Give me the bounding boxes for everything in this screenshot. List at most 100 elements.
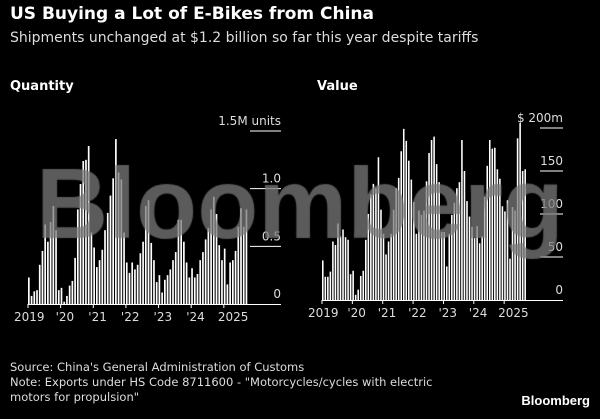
value-bar xyxy=(511,207,514,300)
value-bar xyxy=(402,128,405,300)
value-bar xyxy=(521,171,524,300)
value-bar xyxy=(471,226,473,300)
value-bar xyxy=(400,151,402,300)
quantity-bar xyxy=(106,212,109,304)
value-bar xyxy=(344,237,347,300)
quantity-bar xyxy=(193,277,196,304)
quantity-bar xyxy=(169,269,172,304)
value-bar xyxy=(448,233,451,300)
quantity-bar xyxy=(55,230,57,304)
value-bar xyxy=(506,200,509,300)
value-bar xyxy=(473,238,476,300)
quantity-bar xyxy=(242,226,245,304)
value-bar xyxy=(413,201,415,300)
quantity-bar xyxy=(87,145,90,304)
value-bar xyxy=(372,183,375,300)
value-bar xyxy=(349,274,352,300)
quantity-bar xyxy=(47,241,49,304)
quantity-bar xyxy=(158,275,161,304)
value-bar xyxy=(395,188,397,300)
quantity-bar xyxy=(237,226,240,304)
quantity-bar xyxy=(215,214,218,304)
quantity-bar xyxy=(93,247,95,304)
value-bar xyxy=(375,188,377,300)
value-bar xyxy=(415,233,418,300)
quantity-bar xyxy=(33,291,36,304)
value-bar xyxy=(463,171,466,300)
value-bar xyxy=(466,201,468,300)
quantity-y-tick-label: 1.5M units xyxy=(218,114,281,128)
quantity-bar xyxy=(212,196,215,304)
value-bar xyxy=(496,169,499,300)
quantity-bar xyxy=(52,205,55,304)
quantity-bar xyxy=(144,205,147,304)
quantity-bar xyxy=(112,178,115,304)
value-bar xyxy=(458,182,461,300)
value-bar xyxy=(382,233,385,300)
quantity-bar xyxy=(128,272,131,304)
quantity-bar xyxy=(98,260,101,304)
quantity-bar xyxy=(245,209,248,304)
quantity-bar xyxy=(123,232,125,304)
value-bar xyxy=(488,140,491,300)
quantity-x-tick-label: '22 xyxy=(121,310,140,324)
value-bar xyxy=(377,157,380,300)
value-bar xyxy=(380,209,382,300)
value-x-tick-label: '21 xyxy=(378,306,397,320)
quantity-bar xyxy=(117,172,120,304)
value-bar xyxy=(468,216,471,300)
quantity-bar xyxy=(74,257,76,304)
value-bar xyxy=(445,266,448,300)
quantity-bar xyxy=(76,209,79,304)
quantity-bar xyxy=(180,219,183,304)
quantity-x-tick-label: 2025 xyxy=(218,310,249,324)
value-bar xyxy=(357,289,359,300)
quantity-y-tick-label: 0 xyxy=(273,287,281,301)
value-bar xyxy=(410,179,413,300)
value-x-tick-label: '23 xyxy=(438,306,457,320)
value-bar xyxy=(397,177,400,300)
quantity-bar xyxy=(153,260,155,304)
quantity-bar xyxy=(174,252,177,304)
value-x-tick-label: '20 xyxy=(347,306,366,320)
quantity-bar xyxy=(104,230,106,304)
quantity-bar xyxy=(125,262,128,304)
value-bar xyxy=(392,209,395,300)
quantity-x-tick-label: 2019 xyxy=(14,310,45,324)
value-bar xyxy=(354,294,357,300)
value-bar xyxy=(428,152,430,300)
quantity-bar xyxy=(196,274,199,304)
quantity-x-tick-label: '21 xyxy=(88,310,107,324)
value-bar xyxy=(478,243,481,300)
quantity-bar xyxy=(44,224,47,304)
quantity-bar xyxy=(210,209,212,304)
value-bar xyxy=(327,276,329,300)
quantity-bar xyxy=(199,260,202,304)
value-bar xyxy=(425,181,428,300)
value-bar xyxy=(499,178,501,300)
quantity-bar xyxy=(226,284,229,304)
value-bar xyxy=(405,140,408,300)
value-bar xyxy=(440,232,443,300)
quantity-y-tick-label: 0.5 xyxy=(262,229,281,243)
quantity-bar xyxy=(79,184,82,304)
value-bar xyxy=(516,138,519,300)
value-bar xyxy=(420,214,423,300)
value-bar xyxy=(324,276,327,300)
quantity-bar xyxy=(57,290,60,304)
quantity-bar xyxy=(131,262,134,304)
quantity-bar xyxy=(232,260,234,304)
quantity-y-tick-label: 1.0 xyxy=(262,172,281,186)
value-bar xyxy=(443,232,446,300)
note-line-1: Note: Exports under HS Code 8711600 - "M… xyxy=(10,375,433,389)
quantity-bar xyxy=(60,287,63,304)
quantity-bar xyxy=(183,241,185,304)
value-bar xyxy=(433,136,435,300)
quantity-bar xyxy=(139,253,142,304)
value-bar xyxy=(483,196,486,300)
value-bar xyxy=(322,260,324,300)
quantity-bar xyxy=(136,264,139,304)
value-bar xyxy=(438,182,440,300)
quantity-bar xyxy=(63,301,66,304)
